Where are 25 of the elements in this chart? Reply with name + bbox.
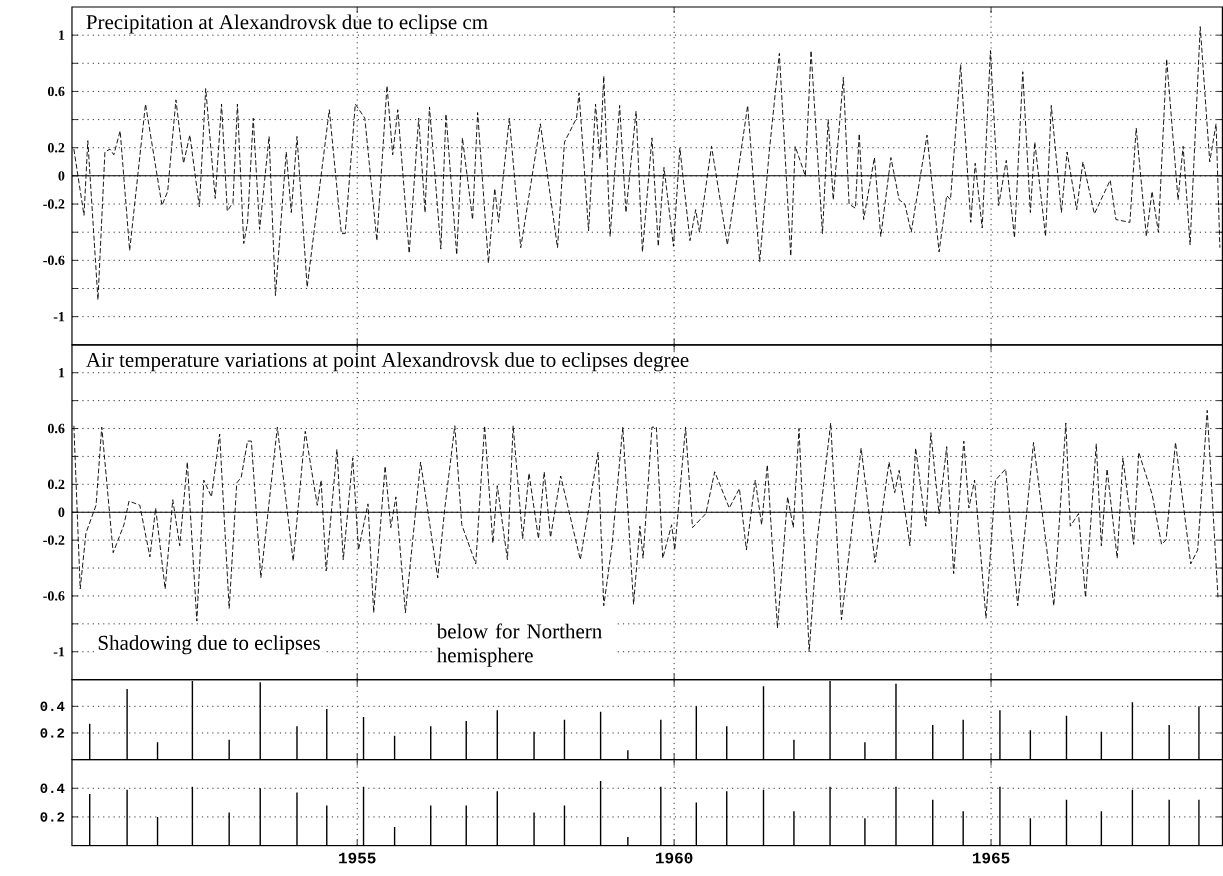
annotation: Shadowing due to eclipses	[98, 635, 320, 655]
chart-title: Precipitation at Alexandrovsk due to eclipse cm	[86, 14, 488, 34]
chart-title: Air temperature variations at point Alexandrovsk due to eclipses degree	[86, 352, 689, 372]
y-tick-label: 0.4	[40, 701, 65, 712]
y-tick-label: 1	[59, 30, 65, 40]
y-tick-label: 1	[59, 368, 65, 378]
x-tick-label: 1960	[656, 852, 693, 864]
y-tick-label: 0.2	[40, 812, 65, 822]
y-tick-label: 0.2	[47, 479, 65, 490]
annotation: below for Northern hemisphere	[436, 623, 602, 667]
y-tick-label: -0.6	[43, 591, 65, 601]
y-tick-label: 0	[58, 171, 65, 181]
y-tick-label: 0.2	[40, 728, 65, 738]
x-tick-label: 1955	[339, 852, 376, 864]
y-tick-label: 0.6	[47, 86, 65, 97]
y-tick-label: 0.4	[40, 783, 65, 794]
y-tick-label: -0.2	[43, 535, 65, 546]
x-tick-label: 1965	[972, 852, 1010, 864]
y-tick-label: -1	[53, 647, 65, 657]
y-tick-label: 0.2	[47, 143, 65, 153]
y-tick-label: -0.2	[43, 199, 65, 210]
y-tick-label: -0.6	[43, 255, 65, 266]
y-tick-label: 0.6	[47, 423, 65, 434]
y-tick-label: -1	[53, 312, 65, 322]
y-tick-label: 0	[58, 507, 65, 518]
